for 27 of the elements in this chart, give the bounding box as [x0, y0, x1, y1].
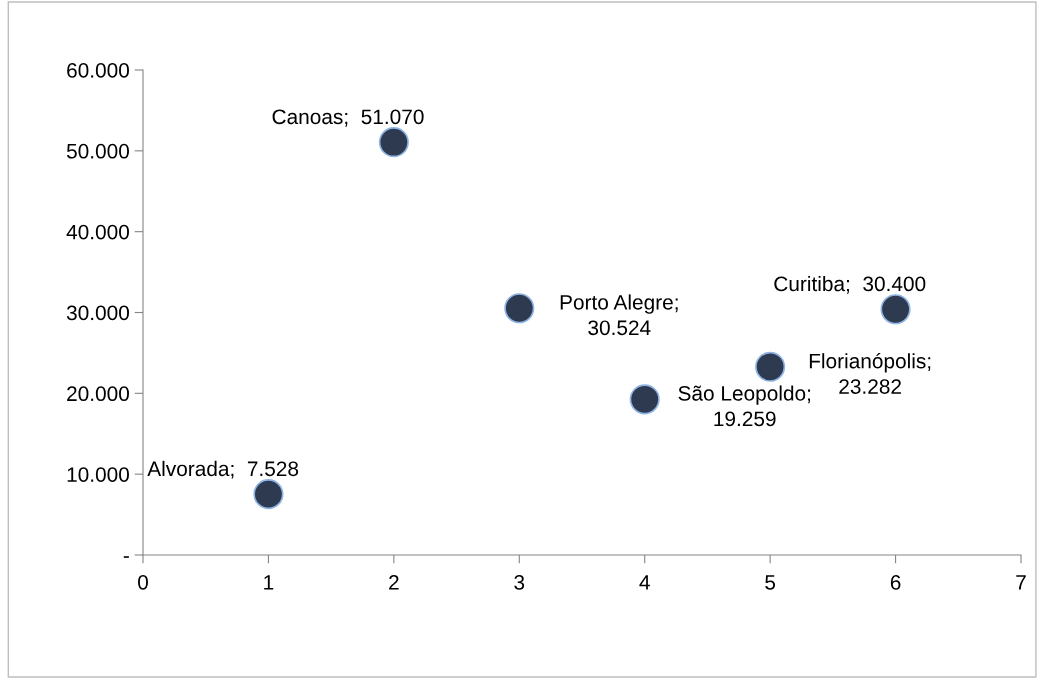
x-tick-label: 3	[514, 574, 525, 590]
x-tick-label: 4	[639, 575, 650, 590]
y-tick-label: 30.000	[66, 305, 129, 321]
point	[253, 479, 284, 510]
point	[629, 384, 660, 415]
y-tick-label: 50.000	[66, 143, 129, 159]
x-tick-label: 0	[138, 574, 148, 590]
x-tick-label: 2	[389, 574, 399, 590]
x-tick-label: 6	[890, 574, 901, 590]
y-tick-label: 60.000	[67, 63, 129, 78]
y-tick-label: -	[123, 556, 129, 558]
point	[755, 351, 786, 382]
data-label: Curitiba; 30.400	[774, 275, 926, 294]
x-tick-label: 5	[765, 575, 776, 590]
data-label: Canoas; 51.070	[272, 109, 424, 127]
y-tick-label: 20.000	[67, 386, 129, 402]
point	[504, 293, 535, 324]
point	[880, 294, 911, 325]
y-tick-label: 40.000	[66, 224, 129, 240]
data-label: Alvorada; 7.528	[147, 460, 299, 479]
data-label: Porto Alegre; 30.524	[560, 294, 678, 336]
x-tick-label: 1	[264, 575, 274, 590]
y-tick-label: 10.000	[67, 467, 129, 482]
data-label: Florianópolis; 23.282	[809, 352, 931, 394]
point	[378, 127, 409, 158]
data-label: São Leopoldo; 19.259	[678, 385, 811, 427]
x-tick-label: 7	[1016, 575, 1026, 590]
